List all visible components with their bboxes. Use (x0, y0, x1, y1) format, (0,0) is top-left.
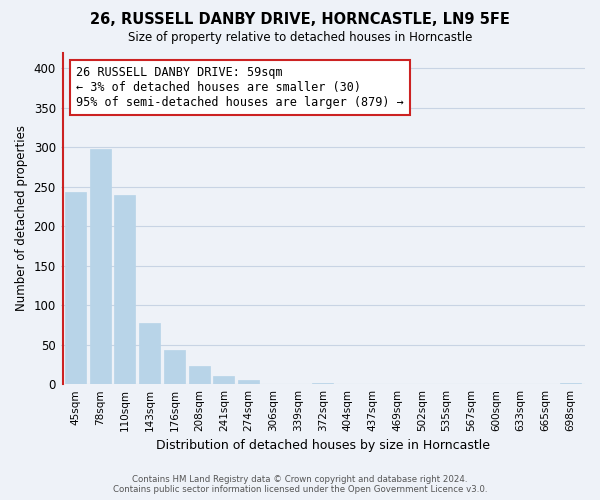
Bar (238, 380, 259, 384)
Text: Contains HM Land Registry data © Crown copyright and database right 2024.
Contai: Contains HM Land Registry data © Crown c… (113, 474, 487, 494)
Text: Size of property relative to detached houses in Horncastle: Size of property relative to detached ho… (128, 31, 472, 44)
Bar (313, 382, 334, 384)
X-axis label: Distribution of detached houses by size in Horncastle: Distribution of detached houses by size … (156, 440, 490, 452)
Y-axis label: Number of detached properties: Number of detached properties (15, 126, 28, 312)
Text: 26, RUSSELL DANBY DRIVE, HORNCASTLE, LN9 5FE: 26, RUSSELL DANBY DRIVE, HORNCASTLE, LN9… (90, 12, 510, 28)
Bar (65, 192, 86, 384)
Bar (214, 376, 235, 384)
Bar (90, 149, 111, 384)
Bar (188, 366, 209, 384)
Bar (560, 382, 581, 384)
Bar (139, 324, 160, 384)
Bar (115, 194, 136, 384)
Bar (164, 350, 185, 384)
Text: 26 RUSSELL DANBY DRIVE: 59sqm
← 3% of detached houses are smaller (30)
95% of se: 26 RUSSELL DANBY DRIVE: 59sqm ← 3% of de… (76, 66, 404, 109)
